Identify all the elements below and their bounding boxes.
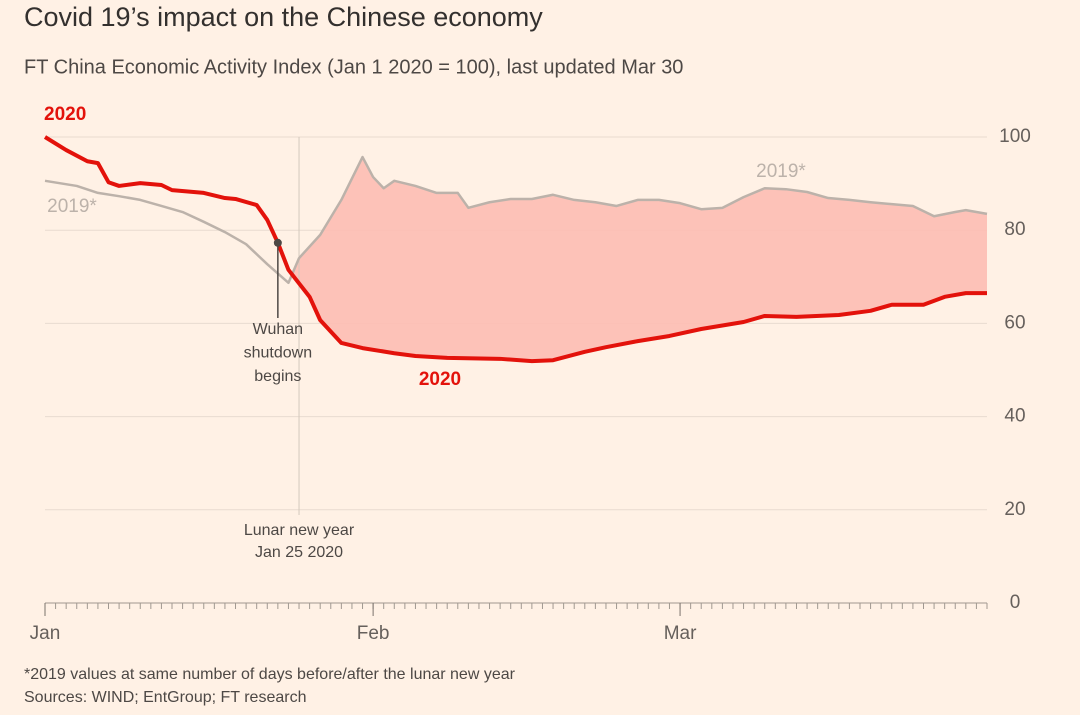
annotation-text: Wuhan [253, 321, 303, 338]
line-series [43, 135, 987, 364]
y-tick-label: 40 [1004, 406, 1025, 427]
y-tick-label: 100 [999, 126, 1031, 147]
series-label: 2020 [419, 369, 461, 390]
chart-title: Covid 19’s impact on the Chinese economy [24, 2, 543, 32]
y-tick-label: 60 [1004, 312, 1025, 333]
y-tick-label: 80 [1004, 219, 1025, 240]
source: Sources: WIND; EntGroup; FT research [24, 689, 306, 706]
y-tick-label: 20 [1004, 499, 1025, 520]
series-label: 2019* [47, 196, 97, 217]
annotation-text: Jan 25 2020 [255, 544, 343, 561]
annotation-dot [273, 238, 282, 247]
chart-subtitle: FT China Economic Activity Index (Jan 1 … [24, 56, 683, 78]
x-tick-label: Mar [664, 623, 697, 644]
line-series [44, 155, 988, 285]
footnote: *2019 values at same number of days befo… [24, 666, 516, 683]
gap-area [45, 157, 987, 362]
y-tick-label: 0 [1010, 592, 1021, 613]
x-tick-label: Feb [357, 623, 390, 644]
series-label: 2020 [44, 104, 86, 125]
annotation-text: begins [254, 368, 301, 385]
annotation-text: Lunar new year [244, 522, 355, 539]
annotation-text: shutdown [244, 345, 313, 362]
x-tick-label: Jan [30, 623, 61, 644]
series-label: 2019* [756, 161, 806, 182]
